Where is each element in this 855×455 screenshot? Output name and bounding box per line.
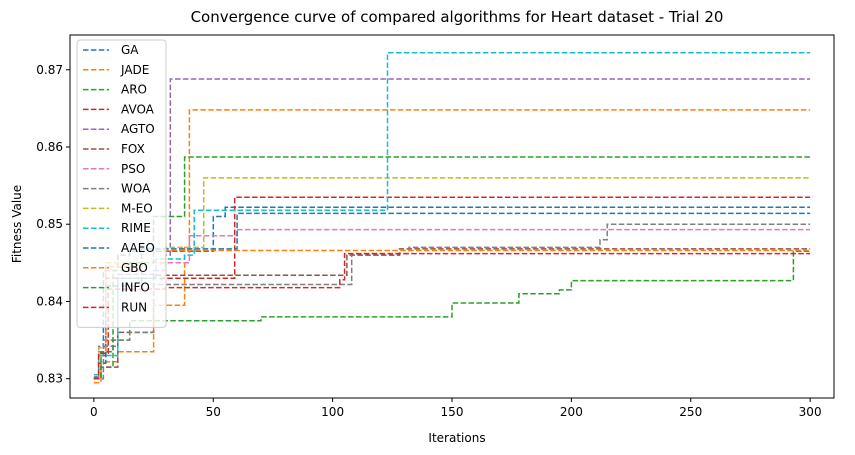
legend-label: GBO — [121, 261, 148, 275]
x-tick-label: 250 — [679, 405, 702, 419]
series-line-ga — [93, 206, 811, 380]
y-tick-label: 0.83 — [36, 372, 63, 386]
y-axis-label: Fitness Value — [10, 185, 24, 263]
x-tick-label: 0 — [90, 405, 98, 419]
legend-label: RIME — [121, 221, 151, 235]
x-tick-label: 200 — [560, 405, 583, 419]
x-tick-label: 150 — [441, 405, 464, 419]
legend-box — [76, 39, 167, 328]
legend-label: FOX — [121, 142, 145, 156]
series-line-info — [93, 156, 811, 380]
series-line-pso — [93, 228, 811, 380]
legend-label: INFO — [121, 281, 150, 295]
x-tick-label: 50 — [206, 405, 221, 419]
legend: GA JADE ARO AVOA AGTO FOX PSO WOA M-EO RIME AAEO GB… — [76, 39, 167, 328]
series-line-aro — [93, 250, 811, 380]
legend-label: AAEO — [121, 241, 155, 255]
legend-label: GA — [121, 43, 139, 57]
legend-label: AVOA — [121, 102, 155, 116]
y-tick-label: 0.86 — [36, 140, 63, 154]
legend-label: JADE — [120, 63, 149, 77]
y-tick-label: 0.85 — [36, 217, 63, 231]
legend-label: M-EO — [121, 201, 153, 215]
series-line-jade — [93, 109, 811, 384]
y-tick-label: 0.87 — [36, 63, 63, 77]
x-axis: 0 50 100 150 200 250 300 — [90, 398, 822, 419]
x-tick-label: 100 — [321, 405, 344, 419]
y-axis: 0.83 0.84 0.85 0.86 0.87 — [36, 63, 70, 386]
legend-label: RUN — [121, 300, 147, 314]
chart-title: Convergence curve of compared algorithms… — [191, 8, 724, 26]
legend-label: ARO — [121, 83, 147, 97]
plot-lines — [93, 52, 811, 384]
y-tick-label: 0.84 — [36, 294, 63, 308]
legend-label: WOA — [121, 182, 151, 196]
x-tick-label: 300 — [799, 405, 822, 419]
series-line-rime — [93, 52, 811, 376]
x-axis-label: Iterations — [428, 431, 485, 445]
legend-label: PSO — [121, 162, 145, 176]
series-line-fox — [93, 248, 811, 380]
legend-label: AGTO — [121, 122, 155, 136]
series-line-agto — [93, 78, 811, 378]
series-line-aaeo — [93, 212, 811, 378]
